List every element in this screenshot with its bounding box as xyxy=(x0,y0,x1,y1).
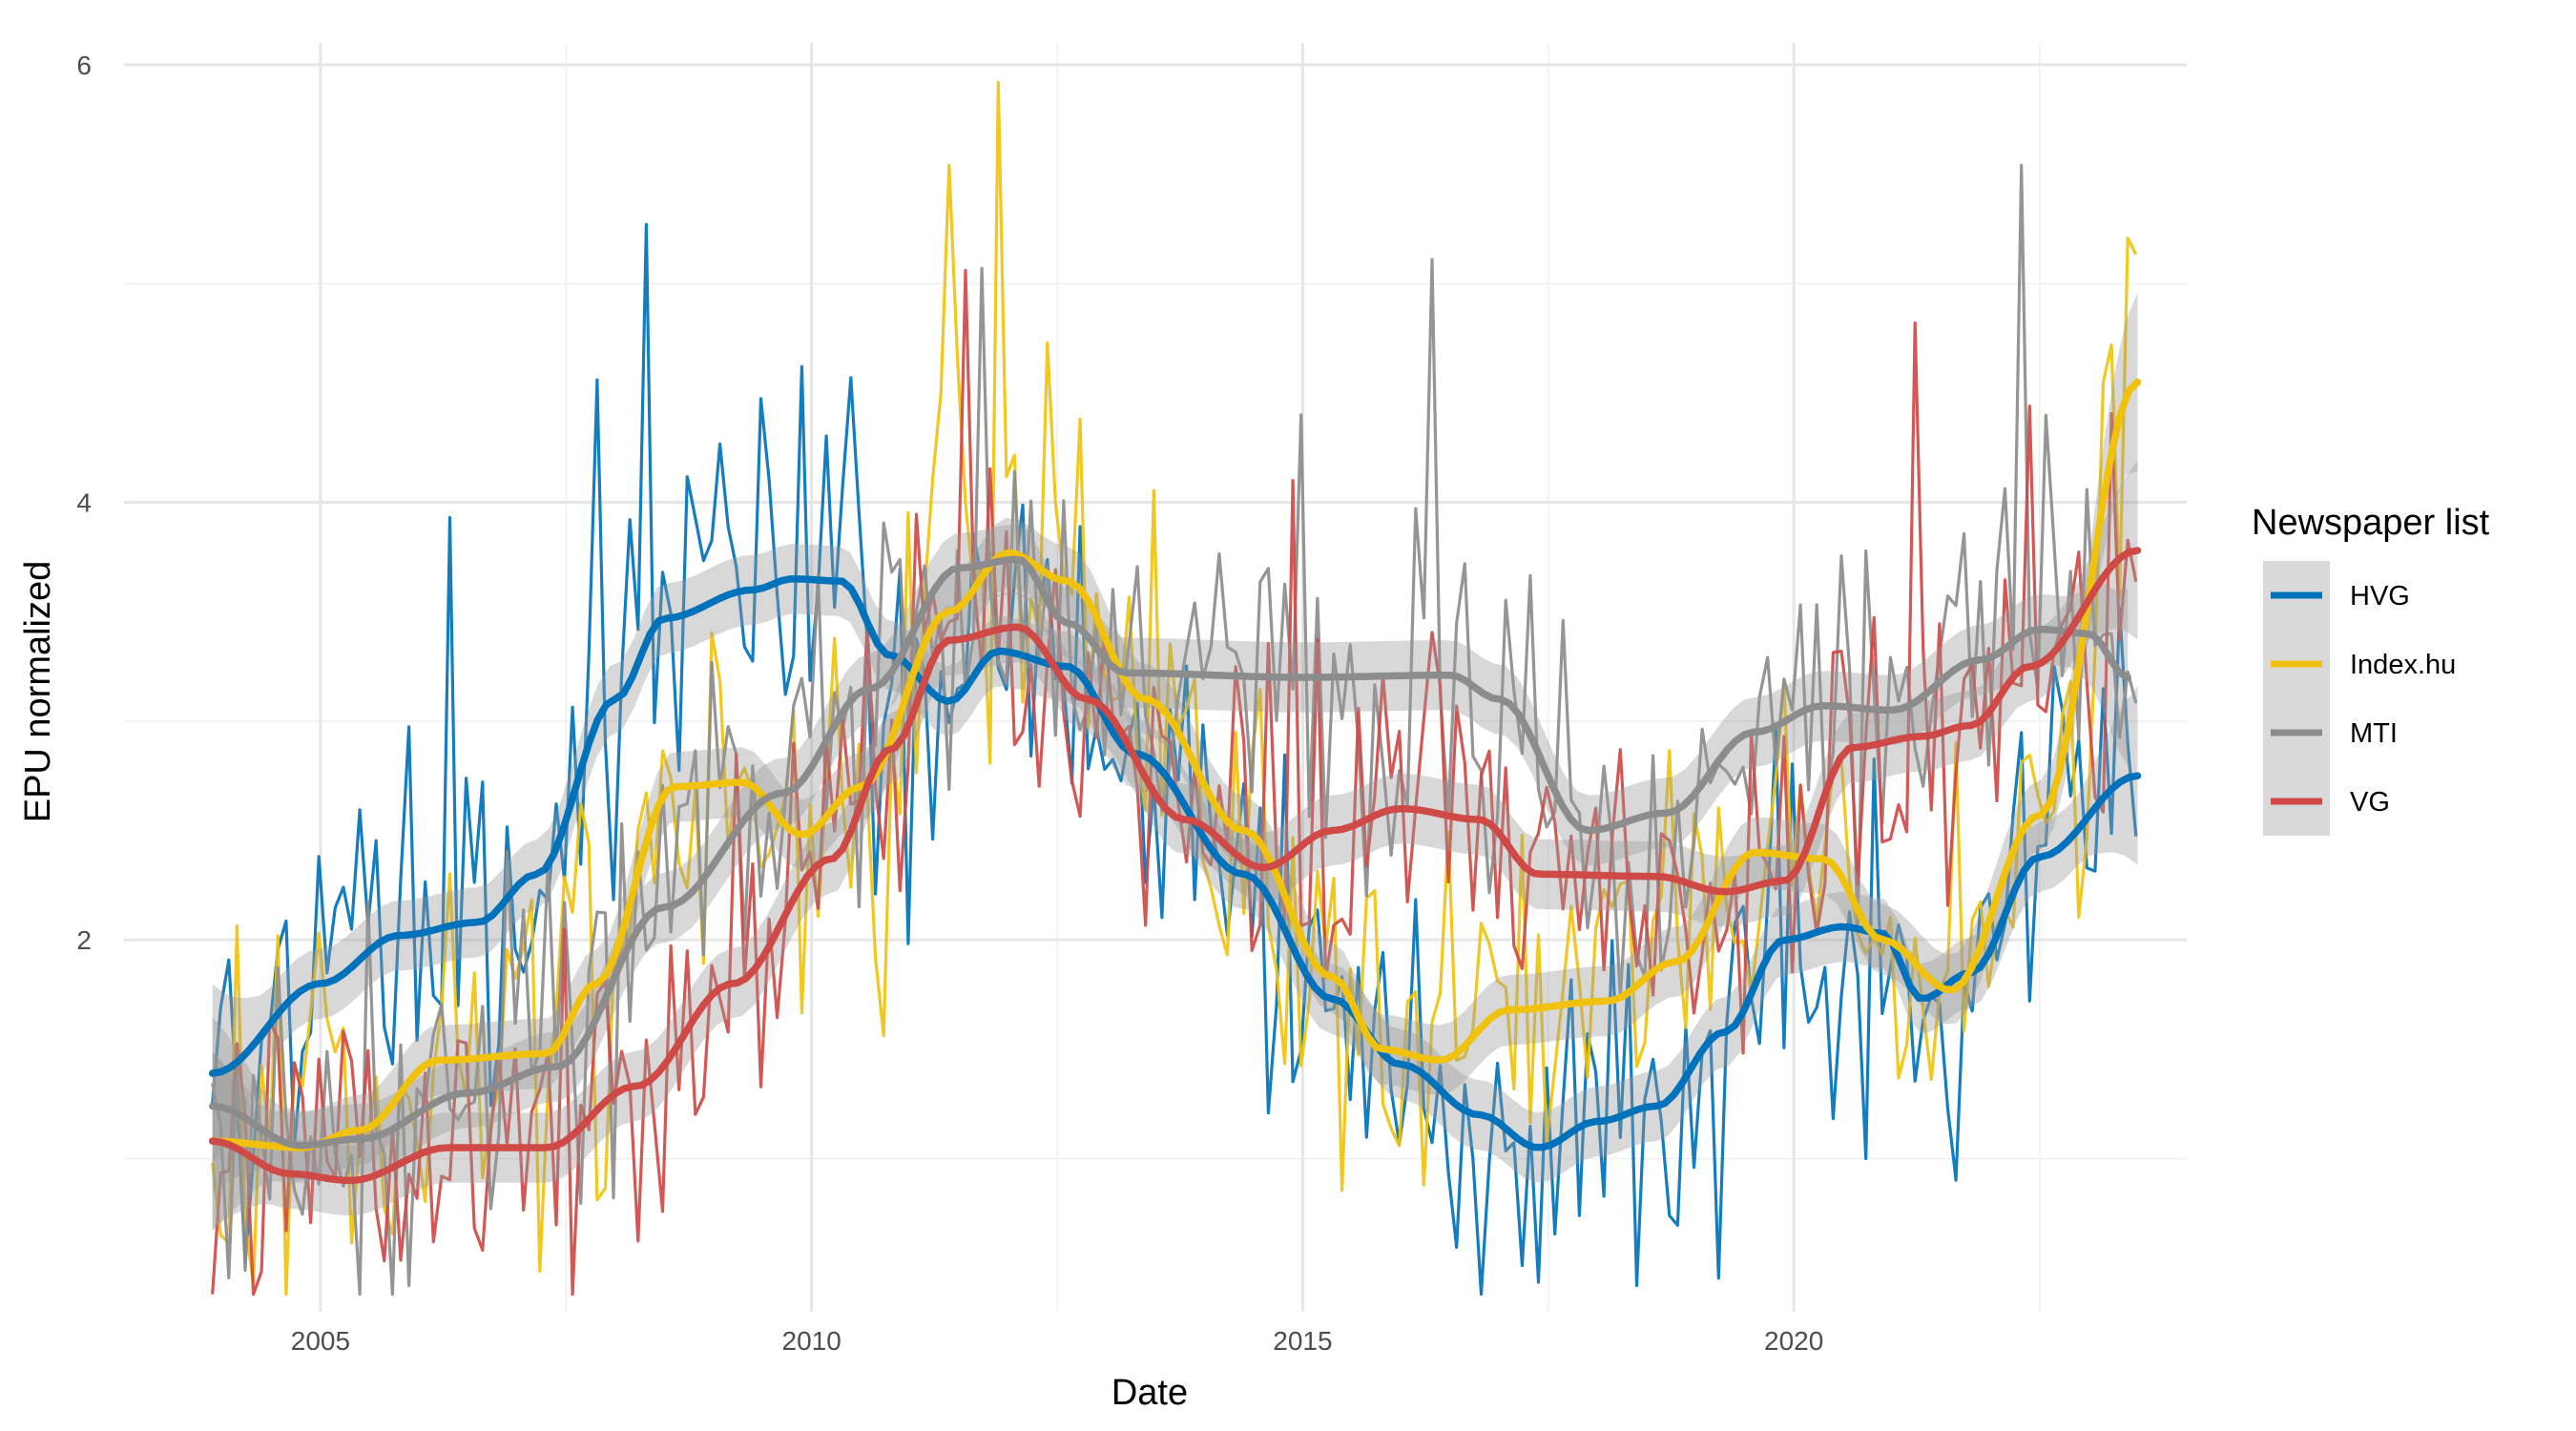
ribbon-index-hu xyxy=(212,293,2138,1231)
legend-items: HVG Index.hu MTI VG xyxy=(2263,561,2456,836)
legend-label: VG xyxy=(2350,787,2390,818)
x-axis-title: Date xyxy=(1111,1373,1188,1413)
legend-title: Newspaper list xyxy=(2252,503,2490,543)
x-tick-label: 2020 xyxy=(1764,1326,1823,1356)
legend-item-mti: MTI xyxy=(2263,698,2398,767)
ribbon-vg xyxy=(212,461,2138,1231)
x-tick-label: 2005 xyxy=(291,1326,350,1356)
y-tick-label: 2 xyxy=(76,925,92,955)
x-tick-label: 2015 xyxy=(1273,1326,1332,1356)
y-axis-title: EPU normalized xyxy=(18,561,58,823)
trend-line-index-hu xyxy=(208,378,2142,1151)
legend-label: HVG xyxy=(2350,581,2410,612)
legend-item-vg: VG xyxy=(2263,767,2390,836)
ribbon-mti xyxy=(212,524,2129,1195)
legend-label: MTI xyxy=(2350,718,2398,749)
legend: Newspaper list HVG Index.hu MTI VG xyxy=(2252,503,2490,836)
legend-item-hvg: HVG xyxy=(2263,561,2410,630)
y-tick-label: 4 xyxy=(76,488,92,518)
trend-line-mti xyxy=(208,555,2131,1150)
trend-series-layer xyxy=(208,378,2142,1185)
trend-line-vg xyxy=(208,547,2142,1185)
legend-label: Index.hu xyxy=(2350,650,2456,680)
trend-line-hvg xyxy=(208,575,2142,1151)
tick-label-layer: 2005 2010 2015 2020 2 4 6 xyxy=(76,51,1823,1356)
confidence-ribbon-layer xyxy=(212,293,2138,1231)
y-tick-label: 6 xyxy=(76,51,92,80)
raw-line-vg xyxy=(211,268,2138,1296)
x-tick-label: 2010 xyxy=(782,1326,841,1356)
legend-item-index-hu: Index.hu xyxy=(2263,630,2456,698)
